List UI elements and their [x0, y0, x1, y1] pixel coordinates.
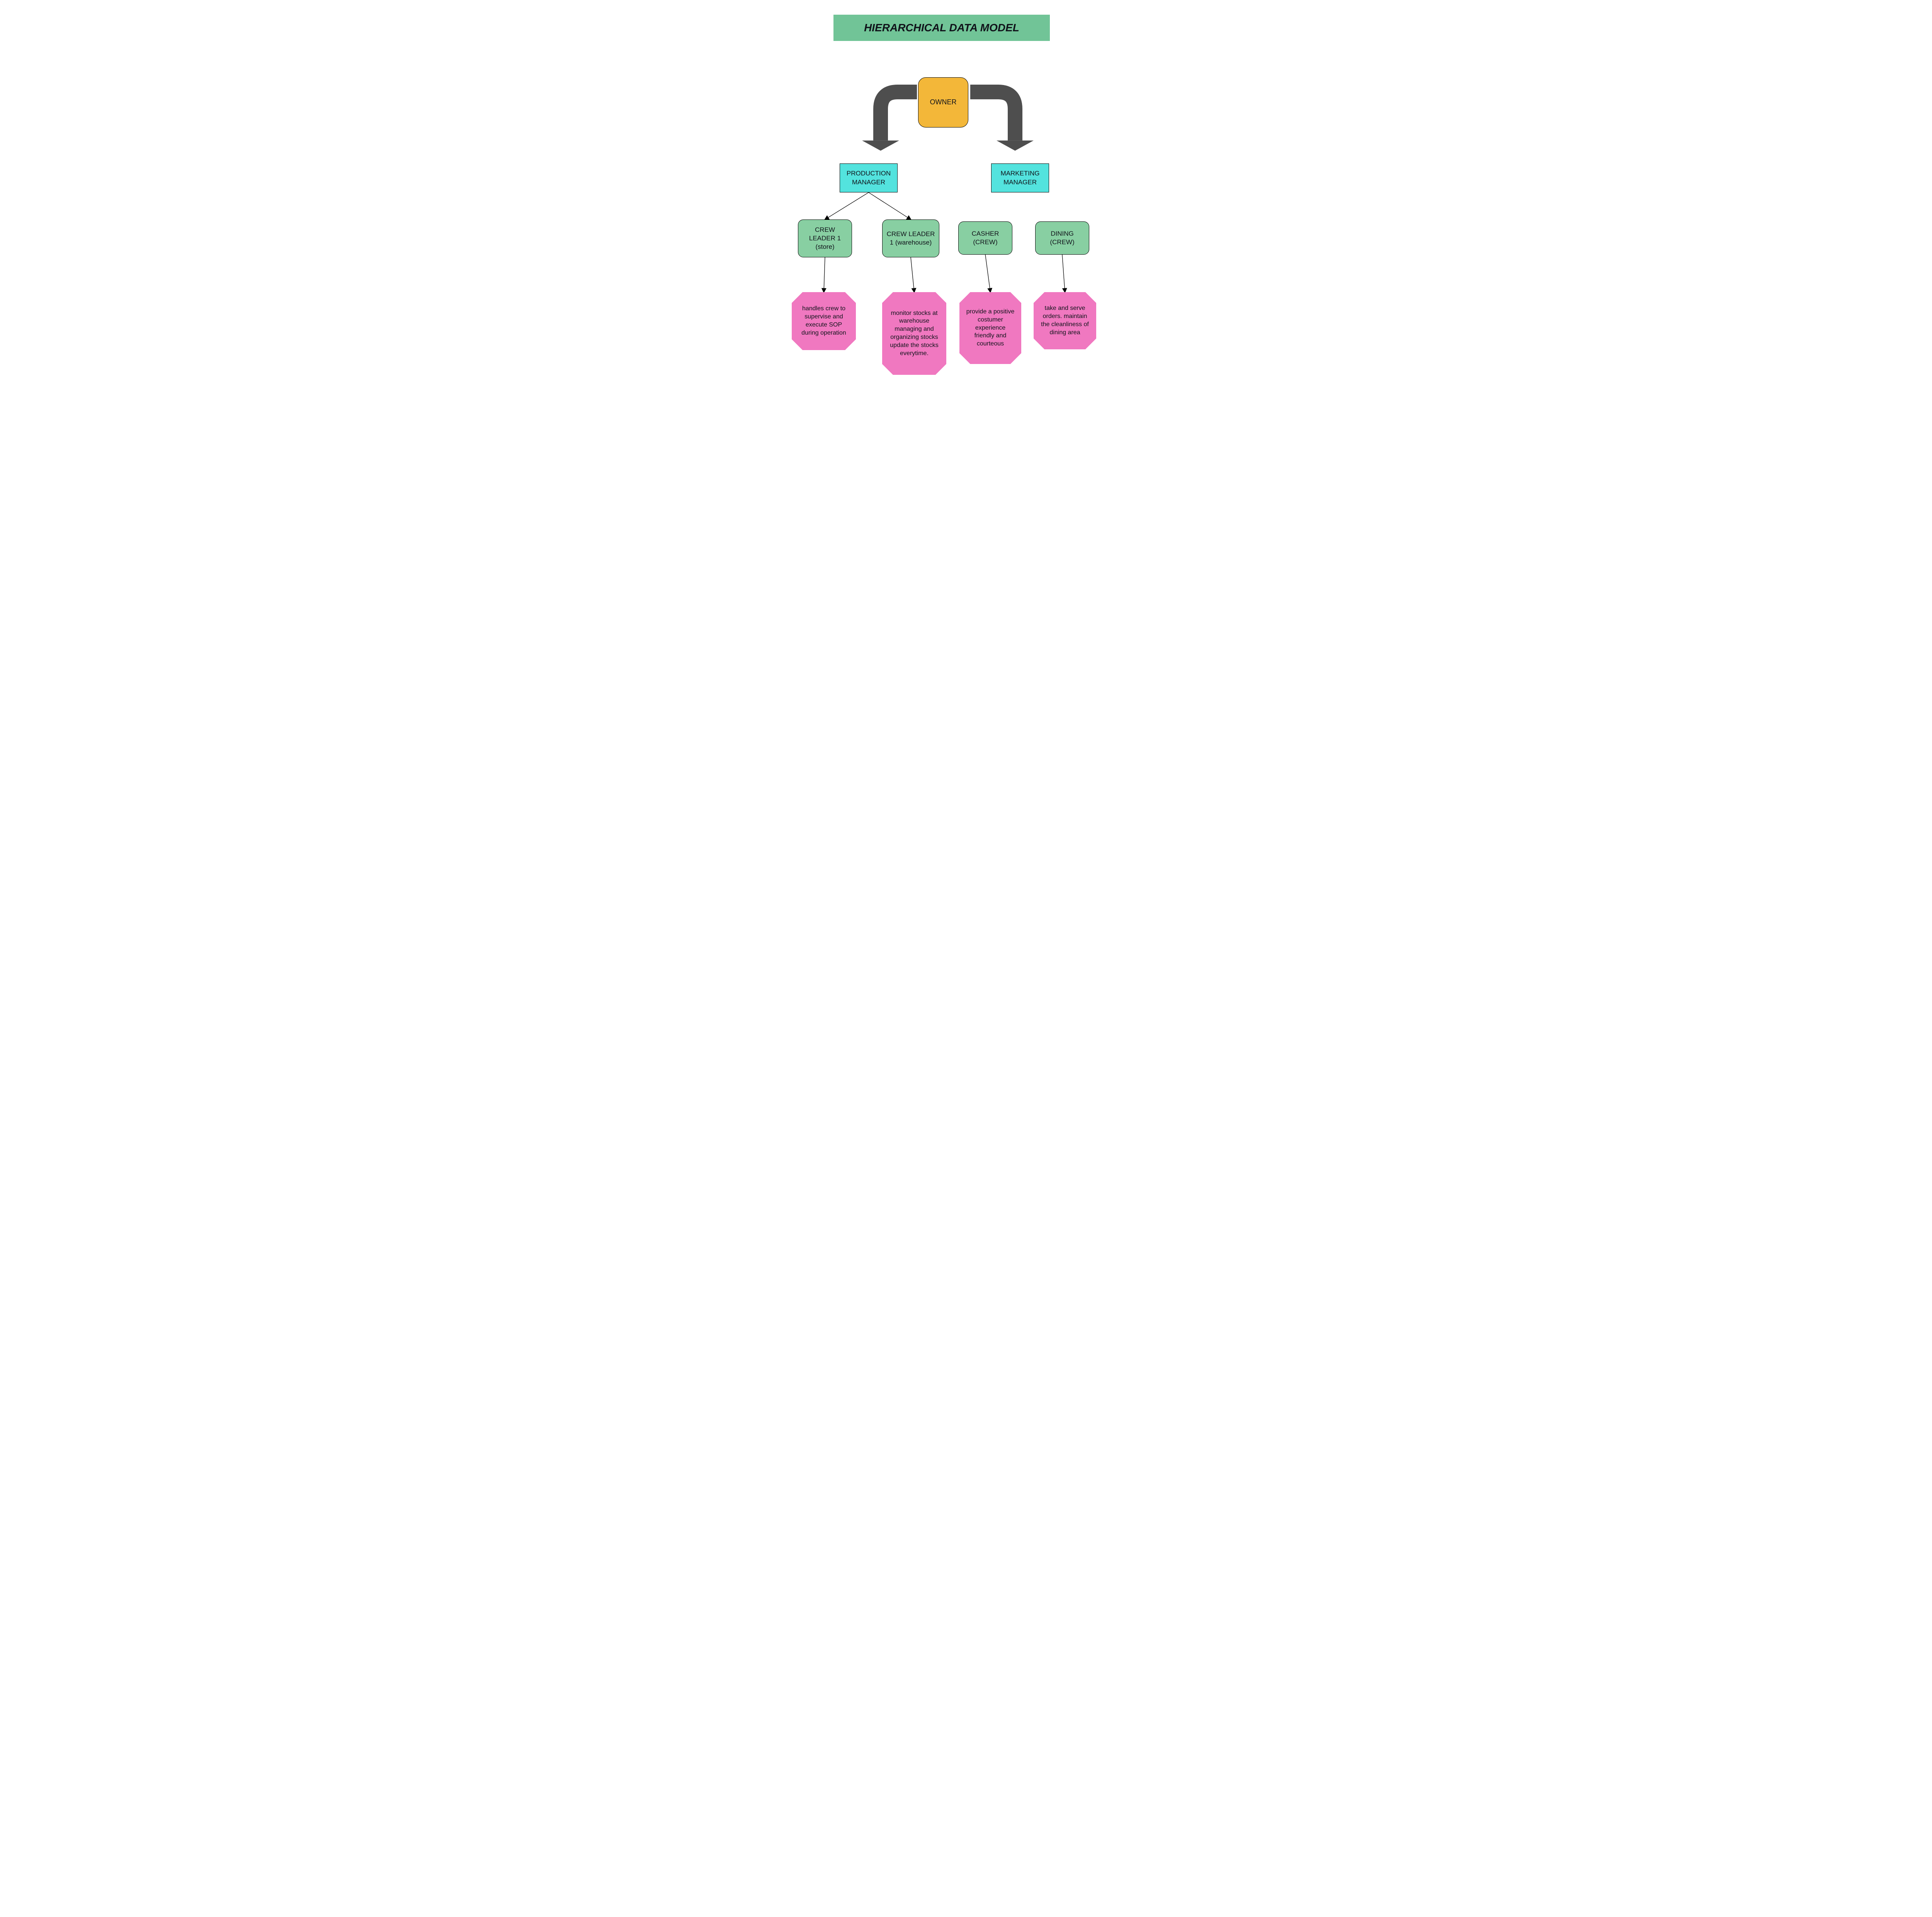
node-mkt_mgr: MARKETING MANAGER: [991, 163, 1049, 192]
node-desc_dining: take and serve orders. maintain the clea…: [1034, 292, 1096, 349]
node-crew1_store: CREW LEADER 1 (store): [798, 219, 852, 257]
node-desc_wh: monitor stocks at warehouse managing and…: [882, 292, 946, 375]
node-crew1_wh: CREW LEADER 1 (warehouse): [882, 219, 939, 257]
edge-dining-desc_dining: [1062, 255, 1065, 292]
node-dining: DINING (CREW): [1035, 221, 1089, 255]
edge-crew1_wh-desc_wh: [911, 257, 914, 292]
title-banner: HIERARCHICAL DATA MODEL: [833, 15, 1050, 41]
big-arrow-right: [970, 92, 1034, 151]
node-prod_mgr: PRODUCTION MANAGER: [840, 163, 898, 192]
node-owner: OWNER: [918, 77, 968, 128]
edge-prod_mgr-crew1_wh: [869, 192, 911, 219]
edge-prod_mgr-crew1_store: [825, 192, 869, 219]
node-desc_store: handles crew to supervise and execute SO…: [792, 292, 856, 350]
diagram-canvas: HIERARCHICAL DATA MODEL OWNER PRODUCTION M…: [724, 0, 1208, 386]
edge-casher-desc_casher: [985, 255, 990, 292]
node-desc_casher: provide a positive costumer experience f…: [959, 292, 1021, 364]
edge-crew1_store-desc_store: [824, 257, 825, 292]
big-arrow-left: [862, 92, 917, 151]
node-casher: CASHER (CREW): [958, 221, 1012, 255]
